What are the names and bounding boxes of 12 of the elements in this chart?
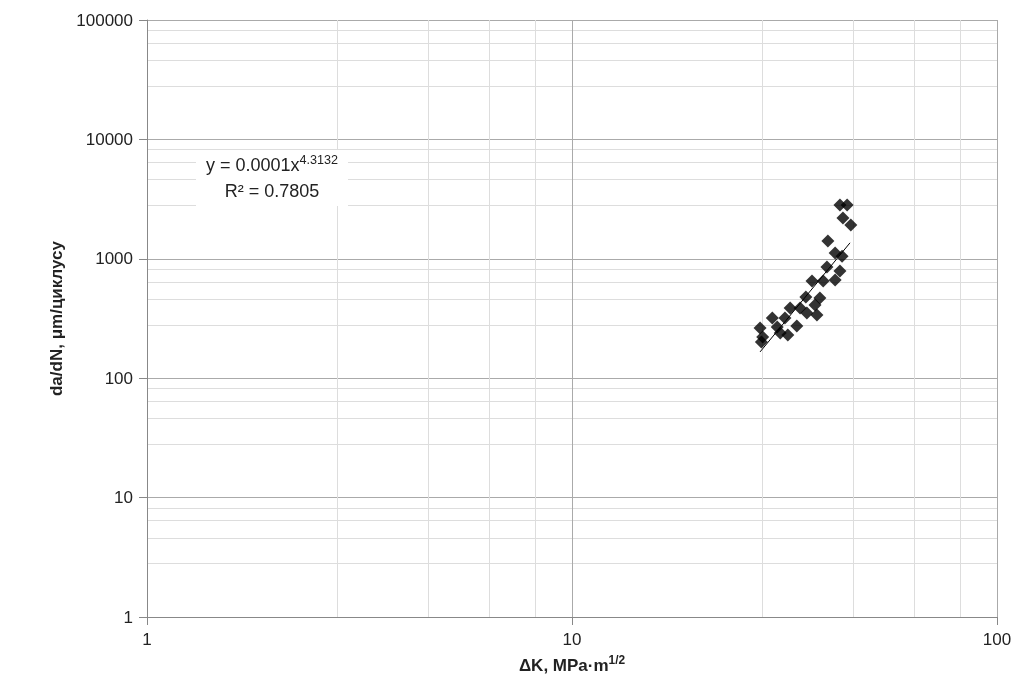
y-tick-label: 10 [114,488,133,508]
x-axis-title: ΔK, MPa·m$^{1/2}$ [517,653,627,676]
x-tick-label: 1 [142,630,152,649]
y-tick-label: 1000 [95,249,133,269]
y-tick-label: 100 [104,368,133,388]
y-tick-label: 1 [123,607,133,627]
x-tick-label: 100 [982,630,1012,649]
y-axis-title: da/dN, μm/циклусу [47,240,66,397]
equation-box: y = 0.0001x$^{4.3132}$ R² = 0.7805 [196,150,349,206]
x-tick-label: 10 [562,630,582,649]
y-tick-label: 10000 [85,129,133,149]
y-tick-label: 100000 [76,10,133,30]
